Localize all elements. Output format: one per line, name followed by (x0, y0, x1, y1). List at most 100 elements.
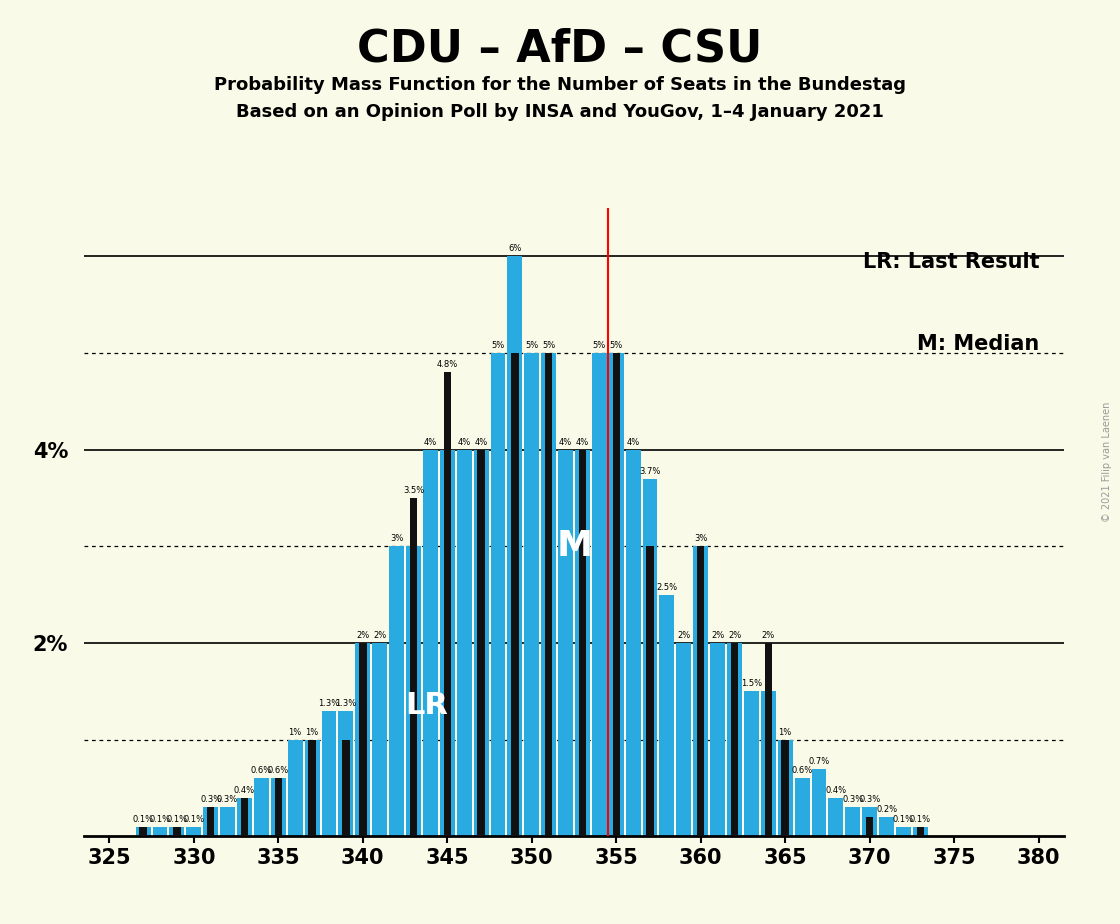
Bar (254, 778, 269, 836)
Text: 0.4%: 0.4% (234, 785, 255, 795)
Text: 0.1%: 0.1% (893, 815, 914, 823)
Text: Probability Mass Function for the Number of Seats in the Bundestag: Probability Mass Function for the Number… (214, 76, 906, 93)
Bar (913, 827, 927, 836)
Text: 1.3%: 1.3% (335, 699, 356, 708)
Bar (457, 450, 472, 836)
Text: 0.7%: 0.7% (809, 757, 830, 766)
Bar (338, 711, 353, 836)
Bar (613, 353, 620, 836)
Text: 0.1%: 0.1% (184, 815, 204, 823)
Bar (676, 643, 691, 836)
Text: 0.4%: 0.4% (825, 785, 847, 795)
Bar (321, 711, 336, 836)
Bar (646, 546, 654, 836)
Bar (410, 498, 418, 836)
Bar (308, 739, 316, 836)
Bar (731, 643, 738, 836)
Text: 0.3%: 0.3% (200, 796, 222, 804)
Bar (507, 256, 522, 836)
Bar (660, 594, 674, 836)
Bar (204, 808, 218, 836)
Text: 5%: 5% (492, 341, 505, 350)
Text: 0.6%: 0.6% (268, 766, 289, 775)
Text: 2%: 2% (373, 631, 386, 640)
Text: CDU – AfD – CSU: CDU – AfD – CSU (357, 28, 763, 71)
Text: M: M (557, 529, 594, 564)
Text: 1%: 1% (778, 728, 792, 736)
Bar (343, 739, 349, 836)
Text: LR: Last Result: LR: Last Result (862, 252, 1039, 272)
Text: 3.7%: 3.7% (640, 467, 661, 476)
Bar (274, 778, 282, 836)
Bar (541, 353, 557, 836)
Text: 4%: 4% (458, 438, 470, 446)
Bar (879, 817, 894, 836)
Bar (152, 827, 168, 836)
Bar (372, 643, 388, 836)
Bar (139, 827, 147, 836)
Text: 0.1%: 0.1% (167, 815, 187, 823)
Text: 4%: 4% (475, 438, 487, 446)
Text: 5%: 5% (609, 341, 623, 350)
Bar (524, 353, 539, 836)
Text: 2.5%: 2.5% (656, 583, 678, 591)
Text: 5%: 5% (525, 341, 539, 350)
Bar (760, 691, 776, 836)
Bar (916, 827, 924, 836)
Text: LR: LR (405, 691, 448, 720)
Bar (389, 546, 404, 836)
Bar (207, 808, 214, 836)
Text: 0.3%: 0.3% (859, 796, 880, 804)
Bar (136, 827, 150, 836)
Bar (444, 372, 451, 836)
Text: 5%: 5% (592, 341, 606, 350)
Text: 4%: 4% (423, 438, 437, 446)
Text: 0.3%: 0.3% (217, 796, 239, 804)
Bar (643, 479, 657, 836)
Bar (782, 739, 788, 836)
Text: 0.1%: 0.1% (132, 815, 153, 823)
Bar (896, 827, 911, 836)
Text: 0.3%: 0.3% (842, 796, 864, 804)
Bar (575, 450, 590, 836)
Bar (511, 353, 519, 836)
Bar (558, 450, 573, 836)
Bar (866, 817, 874, 836)
Bar (355, 643, 371, 836)
Bar (288, 739, 302, 836)
Text: 5%: 5% (542, 341, 556, 350)
Text: 4%: 4% (559, 438, 572, 446)
Text: 4%: 4% (626, 438, 640, 446)
Text: 1%: 1% (306, 728, 319, 736)
Text: 4.8%: 4.8% (437, 360, 458, 370)
Text: M: Median: M: Median (917, 334, 1039, 354)
Bar (305, 739, 319, 836)
Bar (237, 797, 252, 836)
Bar (609, 353, 624, 836)
Bar (423, 450, 438, 836)
Bar (271, 778, 286, 836)
Bar (186, 827, 202, 836)
Text: Based on an Opinion Poll by INSA and YouGov, 1–4 January 2021: Based on an Opinion Poll by INSA and You… (236, 103, 884, 121)
Text: 1.5%: 1.5% (740, 679, 762, 688)
Bar (829, 797, 843, 836)
Bar (407, 546, 421, 836)
Text: 0.6%: 0.6% (792, 766, 813, 775)
Bar (477, 450, 485, 836)
Bar (697, 546, 704, 836)
Text: 2%: 2% (356, 631, 370, 640)
Text: 2%: 2% (728, 631, 741, 640)
Bar (241, 797, 249, 836)
Bar (626, 450, 641, 836)
Text: 0.1%: 0.1% (909, 815, 931, 823)
Text: 4%: 4% (576, 438, 589, 446)
Text: 3%: 3% (694, 534, 708, 543)
Bar (727, 643, 741, 836)
Text: 3.5%: 3.5% (403, 486, 424, 495)
Text: 0.2%: 0.2% (876, 805, 897, 814)
Text: 0.1%: 0.1% (149, 815, 170, 823)
Text: 6%: 6% (508, 244, 522, 253)
Text: 0.6%: 0.6% (251, 766, 272, 775)
Text: 3%: 3% (390, 534, 403, 543)
Text: 1%: 1% (289, 728, 301, 736)
